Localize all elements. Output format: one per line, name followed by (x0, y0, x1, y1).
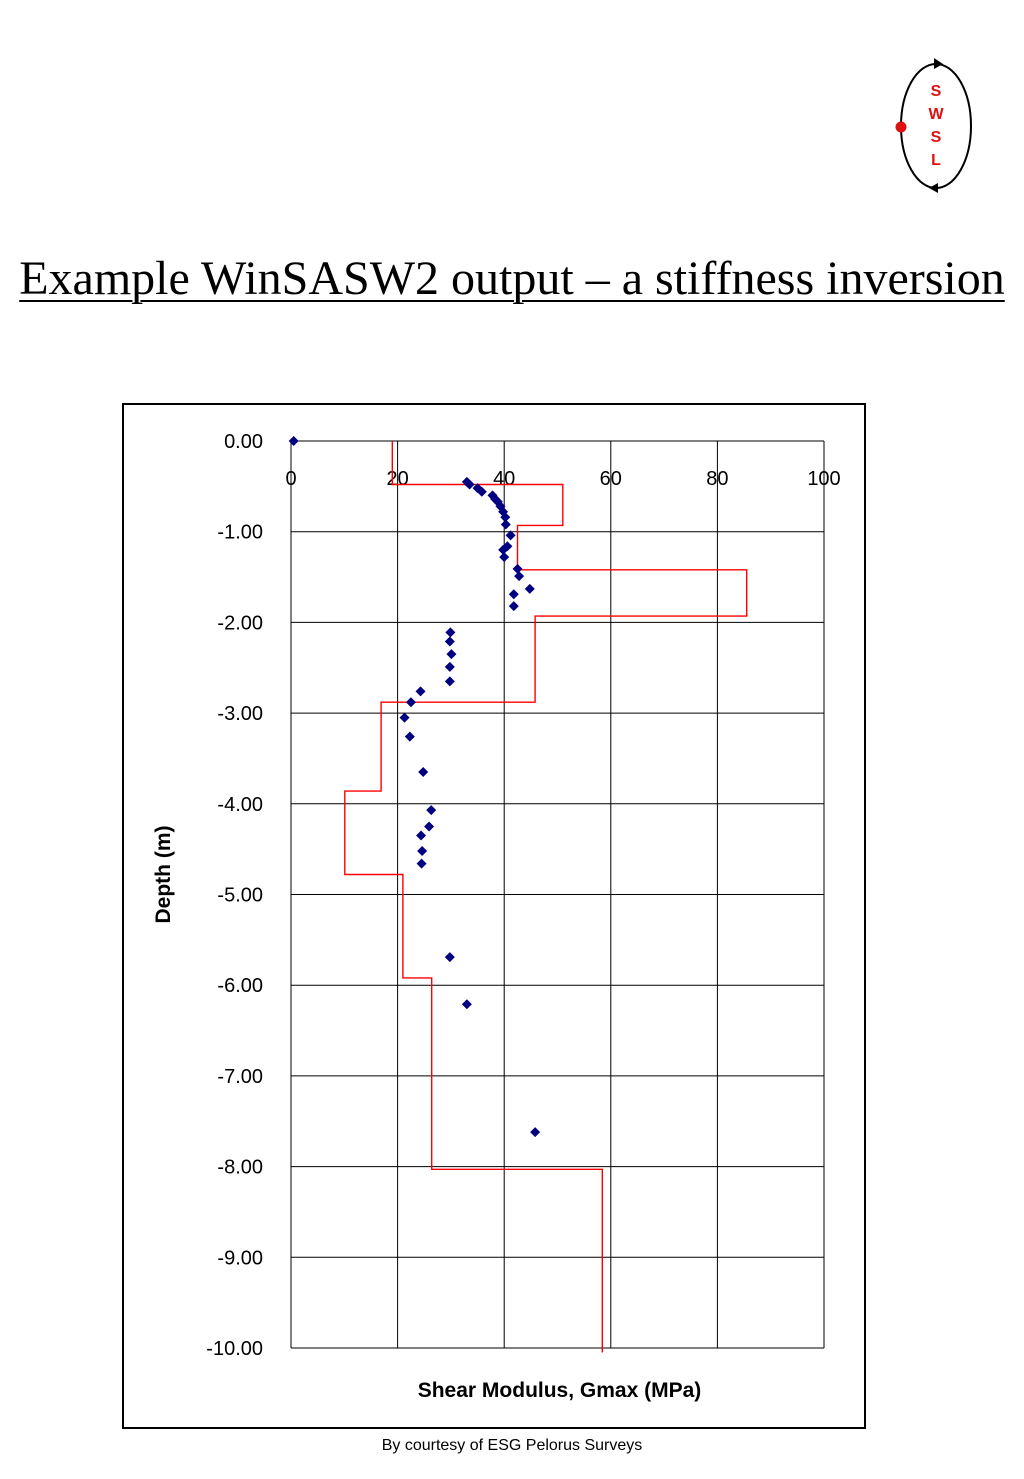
data-point (417, 845, 428, 856)
y-tick-label: 0.00 (224, 431, 263, 453)
x-tick-label: 60 (600, 468, 622, 490)
data-point (500, 519, 511, 530)
data-point (399, 712, 410, 723)
data-point (416, 858, 427, 869)
data-point (444, 636, 455, 647)
data-point (446, 649, 457, 660)
x-tick-label: 80 (706, 468, 728, 490)
y-axis-label: Depth (m) (152, 826, 175, 924)
chart-frame: 0 20 40 60 80 100 0.00 -1.00 -2.00 -3.00 -4.00 -5.0… (122, 403, 866, 1429)
logo-letter: S (931, 83, 942, 100)
logo-letter: S (931, 129, 942, 146)
data-point (499, 552, 510, 563)
data-point (505, 530, 516, 541)
y-tick-label: -10.00 (206, 1338, 263, 1360)
data-point (530, 1127, 541, 1138)
data-point (476, 486, 487, 497)
page-title: Example WinSASW2 output – a stiffness in… (0, 248, 1024, 310)
y-tick-label: -7.00 (217, 1066, 263, 1088)
y-tick-label: -4.00 (217, 794, 263, 816)
data-point (514, 571, 525, 582)
y-tick-label: -3.00 (217, 703, 263, 725)
inverted-profile-line (344, 441, 748, 1353)
data-point (498, 544, 509, 555)
x-tick-label: 100 (807, 468, 840, 490)
data-point (405, 697, 416, 708)
data-point (444, 661, 455, 672)
logo-dot-icon (895, 121, 907, 133)
data-point (444, 952, 455, 963)
swsl-logo: S W S L (895, 58, 972, 193)
data-point (464, 479, 475, 490)
x-tick-label: 40 (493, 468, 515, 490)
logo-letter: W (928, 106, 944, 123)
data-point (415, 686, 426, 697)
data-point (424, 821, 435, 832)
data-point (288, 436, 299, 446)
stiffness-chart: 0 20 40 60 80 100 0.00 -1.00 -2.00 -3.00 -4.00 -5.0… (152, 431, 841, 1402)
y-tick-label: -6.00 (217, 975, 263, 997)
data-point (418, 767, 429, 778)
y-tick-label: -1.00 (217, 522, 263, 544)
y-tick-label: -8.00 (217, 1157, 263, 1179)
data-point (508, 601, 519, 612)
data-point (444, 676, 455, 687)
data-point (502, 541, 513, 552)
x-axis-label: Shear Modulus, Gmax (MPa) (418, 1379, 702, 1402)
y-tick-label: -5.00 (217, 885, 263, 907)
x-tick-label: 20 (386, 468, 408, 490)
x-tick-label: 0 (285, 468, 296, 490)
footer-credit: By courtesy of ESG Pelorus Surveys (381, 1437, 643, 1454)
data-point (404, 731, 415, 742)
data-point (524, 583, 535, 594)
data-point (490, 494, 501, 505)
page-title-text: Example WinSASW2 output – a stiffness in… (19, 252, 1005, 305)
y-tick-label: -2.00 (217, 612, 263, 634)
logo-letter: L (931, 152, 941, 169)
data-point (416, 830, 427, 841)
logo-arrow-top-icon (934, 58, 943, 69)
data-point (500, 512, 511, 523)
data-point (508, 589, 519, 600)
y-tick-label: -9.00 (217, 1247, 263, 1269)
data-point (461, 999, 472, 1010)
data-point (495, 501, 506, 512)
logo-arrow-bottom-icon (929, 183, 938, 193)
data-point (445, 627, 456, 638)
data-point (426, 805, 437, 816)
data-point (512, 563, 523, 574)
